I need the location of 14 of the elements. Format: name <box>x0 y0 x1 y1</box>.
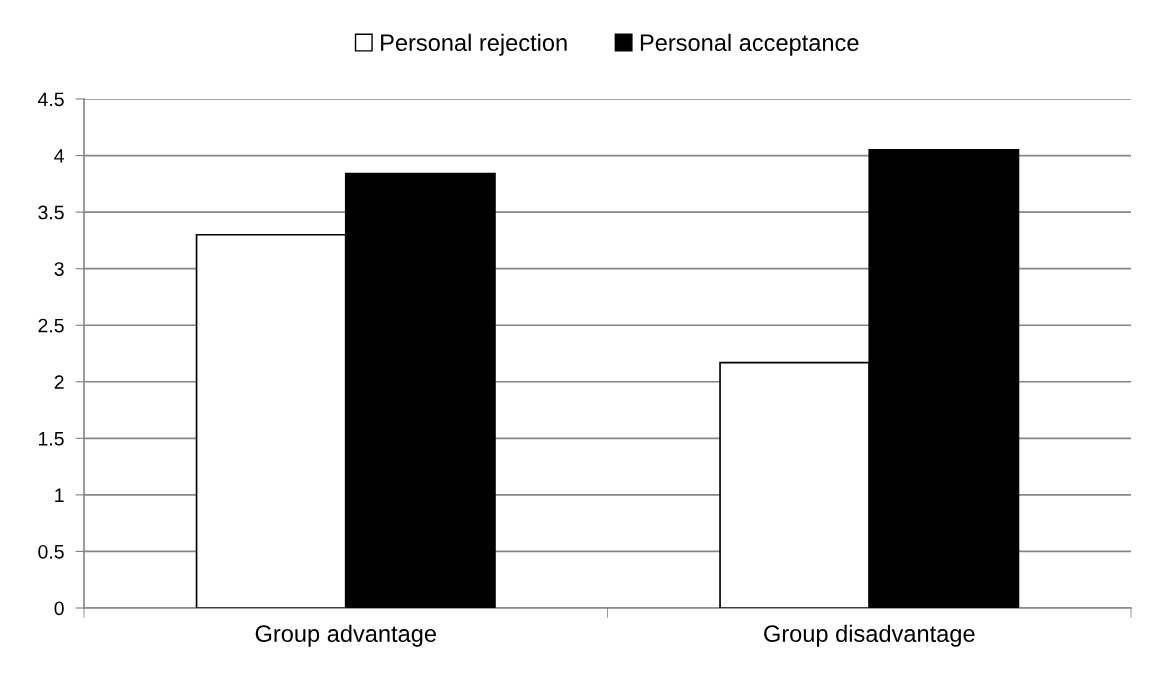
y-tick-label: 4 <box>54 149 64 163</box>
y-tick-label: 2 <box>54 375 64 389</box>
y-tick-label: 3.5 <box>38 205 64 220</box>
y-tick-label: 4.5 <box>37 92 64 107</box>
y-tick-label: 2.5 <box>38 318 64 333</box>
y-tick-label: 0 <box>54 601 64 616</box>
y-tick-label: 3 <box>54 262 64 276</box>
y-tick-label: 1 <box>55 488 64 502</box>
y-tick-label: 0.5 <box>38 544 64 559</box>
y-tick-label: 1.5 <box>39 432 64 446</box>
legend-label: Personal rejection <box>381 33 567 56</box>
x-tick-label: Group disadvantage <box>764 624 975 647</box>
x-tick-label: Group advantage <box>255 624 436 647</box>
legend-label: Personal acceptance <box>640 33 859 56</box>
